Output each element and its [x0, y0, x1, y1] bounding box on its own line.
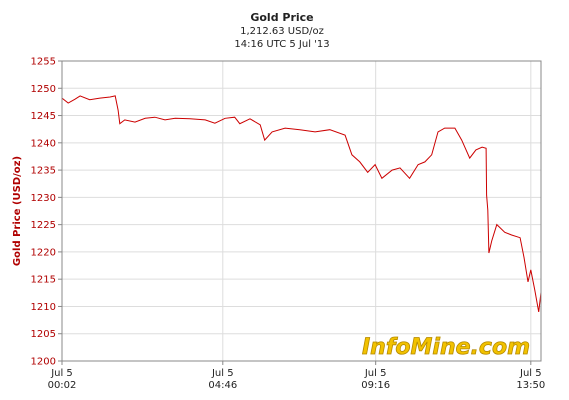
y-tick-label: 1210: [31, 302, 56, 313]
y-tick-label: 1225: [31, 220, 56, 231]
y-tick-label: 1255: [31, 57, 56, 68]
y-tick-label: 1205: [31, 329, 56, 340]
x-tick-time: 09:16: [361, 380, 390, 391]
chart-title: Gold Price: [250, 11, 313, 24]
x-tick-time: 00:02: [48, 380, 77, 391]
watermark: InfoMine.com: [362, 335, 530, 360]
x-tick-date: Jul 5: [211, 368, 234, 379]
chart-subtitle: 1,212.63 USD/oz: [240, 26, 324, 37]
x-tick-time: 04:46: [208, 380, 237, 391]
y-tick-label: 1245: [31, 111, 56, 122]
y-axis-label: Gold Price (USD/oz): [12, 156, 23, 266]
grid: [58, 60, 541, 365]
timestamp: 14:16 UTC 5 Jul '13: [234, 39, 329, 50]
y-tick-label: 1235: [31, 166, 56, 177]
y-tick-label: 1250: [31, 84, 56, 95]
plot-frame: [61, 60, 542, 362]
price-line: [61, 95, 542, 312]
plot: [61, 95, 542, 312]
y-tick-label: 1200: [31, 357, 56, 368]
x-tick-date: Jul 5: [50, 368, 73, 379]
x-tick-time: 13:50: [516, 380, 545, 391]
x-tick-date: Jul 5: [364, 368, 387, 379]
y-tick-label: 1230: [31, 193, 56, 204]
x-tick-date: Jul 5: [519, 368, 542, 379]
y-tick-label: 1215: [31, 275, 56, 286]
y-tick-label: 1220: [31, 247, 56, 258]
y-tick-label: 1240: [31, 138, 56, 149]
